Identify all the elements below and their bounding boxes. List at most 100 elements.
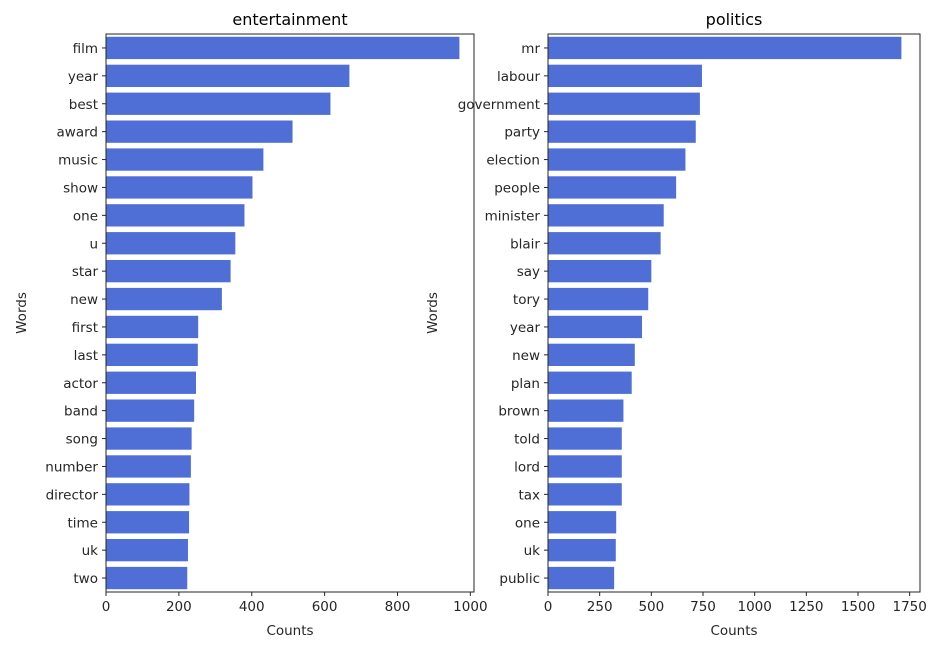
y-tick-label: new: [512, 348, 540, 364]
bar-told: [548, 427, 622, 450]
y-tick-label: uk: [82, 543, 99, 559]
y-tick-label: number: [45, 459, 98, 475]
x-tick-label: 1500: [841, 599, 875, 615]
y-axis-label: Words: [14, 292, 30, 334]
y-tick-label: year: [68, 69, 99, 85]
bar-new: [548, 343, 635, 367]
y-tick-label: people: [494, 180, 540, 196]
bar-party: [548, 120, 696, 143]
y-tick-label: first: [72, 320, 98, 336]
y-tick-label: tory: [513, 292, 540, 308]
y-tick-label: minister: [485, 208, 541, 224]
y-tick-label: film: [73, 41, 98, 57]
y-tick-label: party: [504, 125, 540, 141]
politics-panel: politics Counts Words mr labour government…: [425, 10, 927, 639]
bar-tax: [548, 483, 622, 506]
x-axis-label: Counts: [710, 623, 757, 639]
bar-uk: [548, 538, 616, 562]
y-tick-label: award: [57, 125, 98, 141]
bar-lord: [548, 455, 622, 478]
bar-number: [106, 455, 191, 478]
bar-mr: [548, 36, 902, 60]
y-tick-label: one: [73, 208, 98, 224]
bar-film: [106, 36, 460, 60]
plot-frame: [105, 33, 475, 593]
y-tick-label: two: [73, 571, 98, 587]
bar-music: [106, 148, 264, 171]
bar-director: [106, 483, 190, 506]
bar-minister: [548, 204, 664, 227]
bar-labour: [548, 64, 702, 88]
bar-last: [106, 343, 198, 367]
entertainment-panel: entertainment Counts Words film year best a…: [14, 10, 488, 639]
y-tick-label: new: [70, 292, 98, 308]
x-tick-label: 200: [166, 599, 192, 615]
y-tick-label: band: [64, 404, 98, 420]
y-tick-label: music: [58, 153, 98, 169]
y-tick-label: tax: [518, 487, 540, 503]
bar-brown: [548, 399, 624, 422]
y-tick-label: show: [63, 180, 98, 196]
y-tick-label: year: [510, 320, 541, 336]
bar-public: [548, 566, 615, 590]
x-tick-label: 750: [690, 599, 716, 615]
y-tick-label: labour: [497, 69, 540, 85]
bar-best: [106, 92, 331, 115]
bar-people: [548, 176, 677, 199]
plot-frame: [547, 33, 921, 593]
y-tick-label: one: [515, 515, 540, 531]
y-tick-label: time: [67, 515, 98, 531]
bar-two: [106, 566, 188, 590]
y-tick-label: mr: [521, 41, 540, 57]
y-tick-label: last: [74, 348, 98, 364]
bar-new: [106, 287, 222, 311]
x-tick-label: 0: [102, 599, 111, 615]
y-tick-label: director: [46, 487, 99, 503]
x-tick-label: 1250: [789, 599, 823, 615]
x-tick-label: 1000: [737, 599, 771, 615]
bar-one: [106, 204, 245, 227]
bar-plan: [548, 371, 632, 394]
bar-government: [548, 92, 700, 115]
x-tick-label: 0: [544, 599, 553, 615]
bar-actor: [106, 371, 196, 394]
y-axis-label: Words: [425, 292, 441, 334]
y-tick-label: blair: [510, 236, 540, 252]
x-tick-label: 500: [638, 599, 664, 615]
x-tick-label: 800: [385, 599, 411, 615]
bar-year: [548, 315, 643, 339]
x-tick-label: 400: [239, 599, 265, 615]
y-tick-label: brown: [498, 404, 540, 420]
y-tick-label: government: [458, 97, 540, 113]
bar-one: [548, 511, 617, 534]
y-tick-label: best: [69, 97, 98, 113]
bar-first: [106, 315, 199, 339]
bar-award: [106, 120, 293, 143]
bar-blair: [548, 232, 661, 255]
chart-title: entertainment: [232, 10, 347, 29]
bar-time: [106, 511, 190, 534]
y-tick-label: say: [517, 264, 540, 280]
x-tick-label: 1750: [892, 599, 926, 615]
y-tick-label: actor: [63, 376, 98, 392]
x-axis-label: Counts: [266, 623, 313, 639]
y-tick-label: public: [499, 571, 540, 587]
bar-tory: [548, 287, 649, 311]
bar-show: [106, 176, 253, 199]
bar-year: [106, 64, 350, 88]
bar-song: [106, 427, 192, 450]
bar-band: [106, 399, 195, 422]
x-tick-label: 1000: [453, 599, 487, 615]
bar-say: [548, 259, 652, 283]
bar-election: [548, 148, 686, 171]
y-tick-label: uk: [524, 543, 541, 559]
y-tick-label: u: [89, 236, 98, 252]
x-tick-label: 600: [312, 599, 338, 615]
x-tick-label: 250: [587, 599, 613, 615]
chart-title: politics: [706, 10, 763, 29]
y-tick-label: plan: [511, 376, 540, 392]
y-tick-label: lord: [514, 459, 540, 475]
y-tick-label: star: [72, 264, 99, 280]
bar-star: [106, 259, 231, 283]
